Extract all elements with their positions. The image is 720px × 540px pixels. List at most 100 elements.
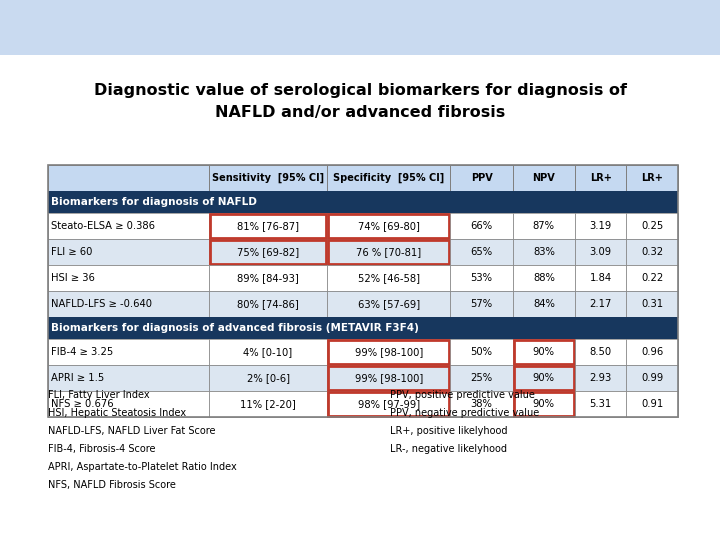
Bar <box>626 291 678 317</box>
Bar <box>327 239 451 265</box>
Bar <box>48 165 209 191</box>
Text: 8.50: 8.50 <box>590 347 612 357</box>
Text: 81% [76-87]: 81% [76-87] <box>237 221 299 231</box>
Bar <box>209 239 327 265</box>
Text: 76 % [70-81]: 76 % [70-81] <box>356 247 421 257</box>
Text: 88%: 88% <box>533 273 555 283</box>
Bar <box>48 213 209 239</box>
Bar <box>328 392 449 416</box>
Bar <box>327 213 451 239</box>
Text: 99% [98-100]: 99% [98-100] <box>355 373 423 383</box>
Text: 1.84: 1.84 <box>590 273 612 283</box>
Text: 2.93: 2.93 <box>590 373 612 383</box>
Bar <box>451 365 513 391</box>
Text: NAFLD-LFS, NAFLD Liver Fat Score: NAFLD-LFS, NAFLD Liver Fat Score <box>48 426 215 436</box>
Text: NAFLD and/or advanced fibrosis: NAFLD and/or advanced fibrosis <box>215 105 505 119</box>
Bar <box>48 265 209 291</box>
Text: 0.32: 0.32 <box>642 247 663 257</box>
Text: LR+: LR+ <box>590 173 612 183</box>
Bar <box>48 165 678 417</box>
Bar <box>513 239 575 265</box>
Bar <box>327 265 451 291</box>
Text: 90%: 90% <box>533 373 555 383</box>
Text: 0.25: 0.25 <box>641 221 663 231</box>
Bar <box>0 0 720 55</box>
Text: 74% [69-80]: 74% [69-80] <box>358 221 420 231</box>
Text: Specificity  [95% CI]: Specificity [95% CI] <box>333 173 444 183</box>
Text: 2.17: 2.17 <box>590 299 612 309</box>
Bar <box>209 339 327 365</box>
Text: 87%: 87% <box>533 221 555 231</box>
Bar <box>513 366 574 390</box>
Text: 0.22: 0.22 <box>641 273 663 283</box>
Bar <box>327 291 451 317</box>
Text: 57%: 57% <box>471 299 492 309</box>
Bar <box>451 265 513 291</box>
Bar <box>513 291 575 317</box>
Bar <box>513 265 575 291</box>
Bar <box>626 265 678 291</box>
Bar <box>575 165 626 191</box>
Text: Biomarkers for diagnosis of advanced fibrosis (METAVIR F3F4): Biomarkers for diagnosis of advanced fib… <box>51 323 419 333</box>
Bar <box>513 165 575 191</box>
Bar <box>48 291 209 317</box>
Bar <box>328 214 449 238</box>
Text: LR+: LR+ <box>642 173 663 183</box>
Text: LR+, positive likelyhood: LR+, positive likelyhood <box>390 426 508 436</box>
Text: PPV, positive predictive value: PPV, positive predictive value <box>390 390 535 400</box>
Text: FLI, Fatty Liver Index: FLI, Fatty Liver Index <box>48 390 150 400</box>
Bar <box>327 339 451 365</box>
Text: 3.19: 3.19 <box>590 221 612 231</box>
Text: 84%: 84% <box>533 299 555 309</box>
Bar <box>327 391 451 417</box>
Bar <box>626 391 678 417</box>
Text: FLI ≥ 60: FLI ≥ 60 <box>51 247 92 257</box>
Text: 5.31: 5.31 <box>590 399 612 409</box>
Text: Sensitivity  [95% CI]: Sensitivity [95% CI] <box>212 173 324 183</box>
Bar <box>48 191 678 213</box>
Bar <box>575 339 626 365</box>
Bar <box>626 213 678 239</box>
Bar <box>575 365 626 391</box>
Text: NFS, NAFLD Fibrosis Score: NFS, NAFLD Fibrosis Score <box>48 480 176 490</box>
Text: NAFLD-LFS ≥ -0.640: NAFLD-LFS ≥ -0.640 <box>51 299 152 309</box>
Text: 2% [0-6]: 2% [0-6] <box>246 373 289 383</box>
Text: HSI ≥ 36: HSI ≥ 36 <box>51 273 95 283</box>
Text: LR-, negative likelyhood: LR-, negative likelyhood <box>390 444 507 454</box>
Text: 80% [74-86]: 80% [74-86] <box>237 299 299 309</box>
Text: 0.91: 0.91 <box>641 399 663 409</box>
Bar <box>328 366 449 390</box>
Bar <box>327 165 451 191</box>
Text: 0.96: 0.96 <box>641 347 663 357</box>
Bar <box>210 214 326 238</box>
Text: FIB-4, Fibrosis-4 Score: FIB-4, Fibrosis-4 Score <box>48 444 156 454</box>
Text: Biomarkers for diagnosis of NAFLD: Biomarkers for diagnosis of NAFLD <box>51 197 257 207</box>
Bar <box>48 317 678 339</box>
Text: HSI, Hepatic Steatosis Index: HSI, Hepatic Steatosis Index <box>48 408 186 418</box>
Text: FIB-4 ≥ 3.25: FIB-4 ≥ 3.25 <box>51 347 113 357</box>
Bar <box>575 391 626 417</box>
Bar <box>575 213 626 239</box>
Bar <box>626 239 678 265</box>
Bar <box>451 165 513 191</box>
Bar <box>451 239 513 265</box>
Bar <box>513 340 574 364</box>
Text: 89% [84-93]: 89% [84-93] <box>237 273 299 283</box>
Text: 38%: 38% <box>471 399 492 409</box>
Text: 65%: 65% <box>471 247 492 257</box>
Bar <box>626 365 678 391</box>
Bar <box>328 340 449 364</box>
Text: 0.99: 0.99 <box>641 373 663 383</box>
Text: NFS ≥ 0.676: NFS ≥ 0.676 <box>51 399 114 409</box>
Text: 0.31: 0.31 <box>642 299 663 309</box>
Text: 66%: 66% <box>471 221 492 231</box>
Bar <box>513 339 575 365</box>
Bar <box>209 391 327 417</box>
Bar <box>513 392 574 416</box>
Bar <box>451 339 513 365</box>
Text: 99% [98-100]: 99% [98-100] <box>355 347 423 357</box>
Bar <box>626 339 678 365</box>
Bar <box>575 239 626 265</box>
Bar <box>209 165 327 191</box>
Bar <box>575 291 626 317</box>
